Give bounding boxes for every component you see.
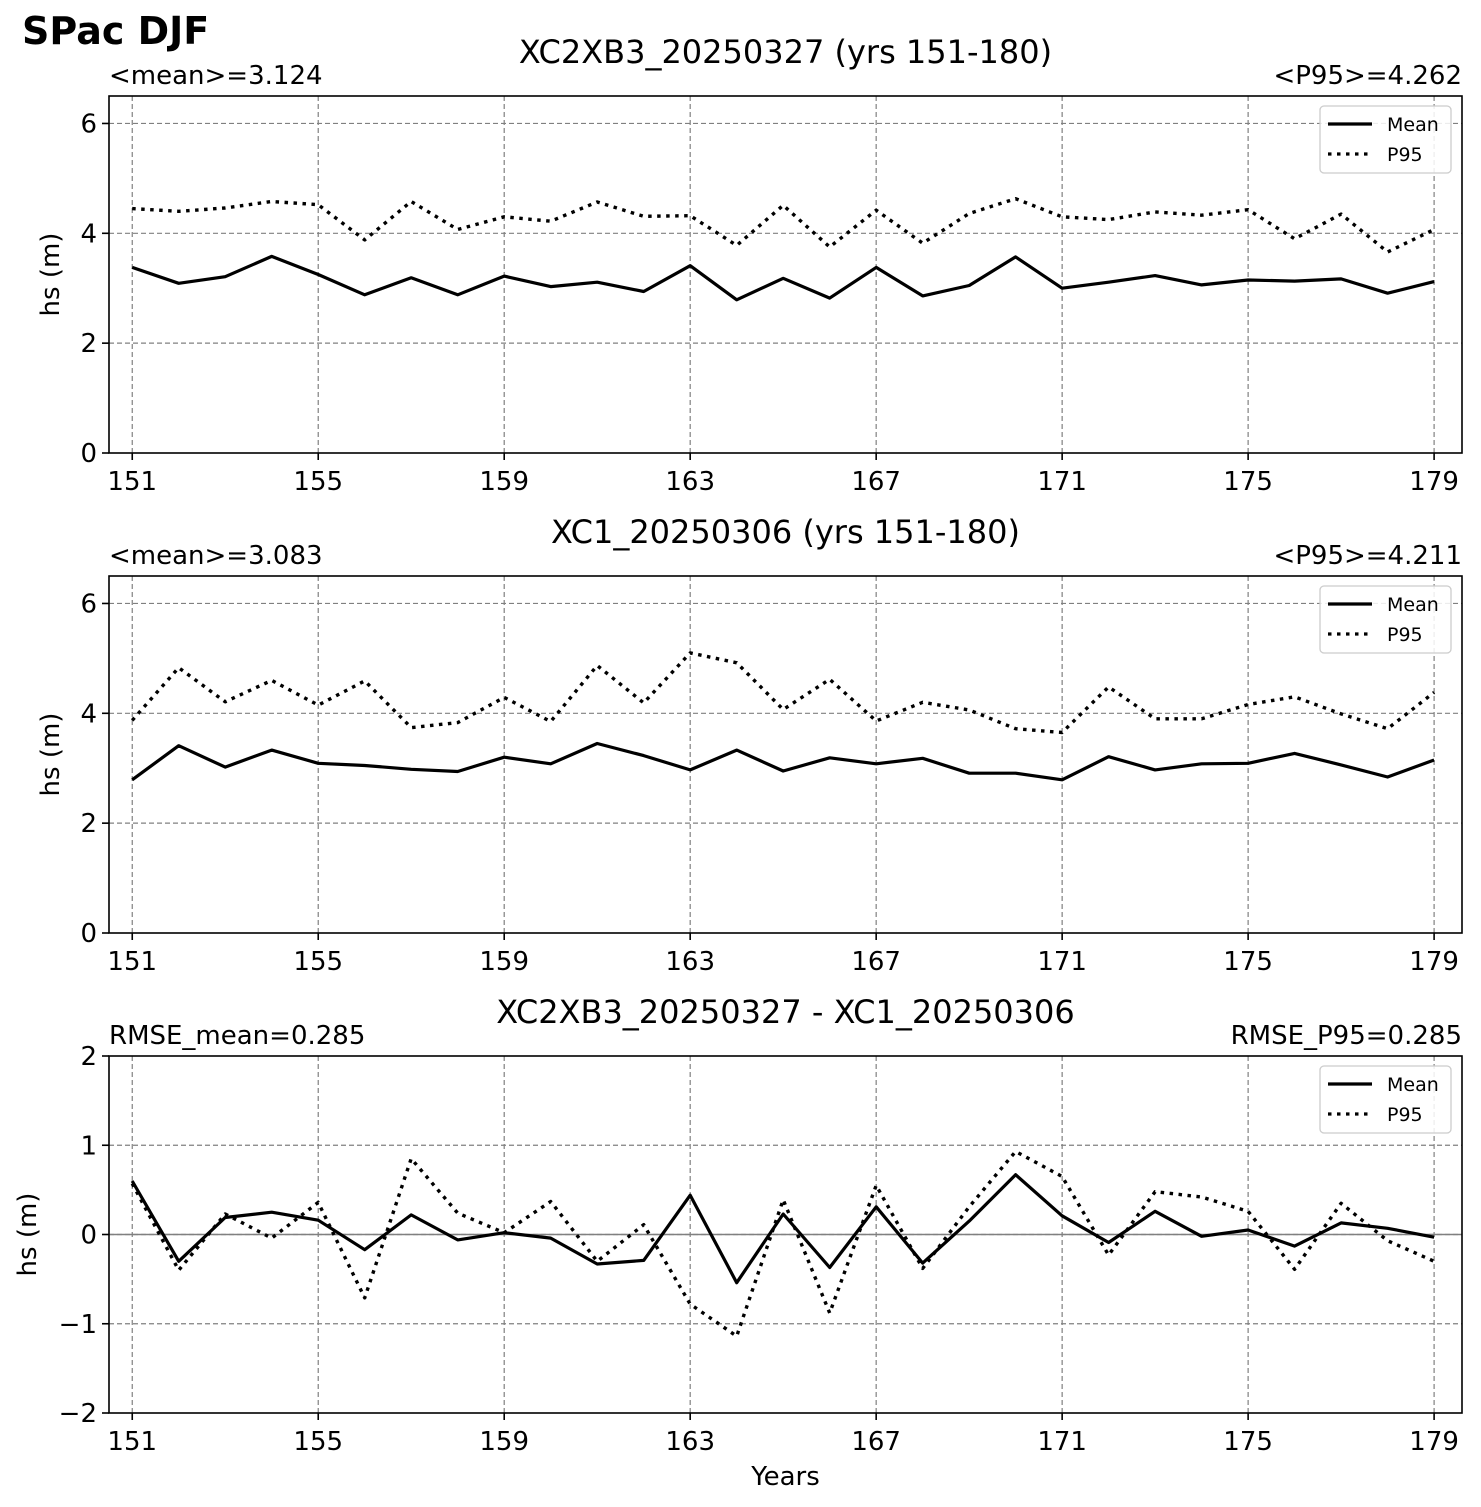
x-tick-label: 151 [107,1427,157,1457]
x-tick-label: 155 [293,1427,343,1457]
legend: Mean P95 [1319,585,1452,654]
stat-right: RMSE_P95=0.285 [1231,1021,1462,1051]
y-tick-label: 1 [80,1131,97,1161]
series-line-mean [131,741,1435,782]
chart-panel-2: 151 155 159 163 167 171 175 179 0 2 4 6 hs (m) XC1_20… [36,513,1463,977]
x-tick-label: 163 [665,467,715,497]
x-tick-label: 171 [1037,1427,1087,1457]
legend-label: Mean [1387,594,1439,616]
x-tick-label: 171 [1037,467,1087,497]
y-tick-label: 2 [80,329,97,359]
legend: Mean P95 [1319,105,1452,174]
stat-left: RMSE_mean=0.285 [109,1021,365,1051]
x-tick-label: 159 [479,947,529,977]
y-tick-label: −1 [59,1310,97,1340]
legend-label: P95 [1387,1104,1423,1126]
panel-title: XC2XB3_20250327 (yrs 151-180) [519,33,1052,71]
x-tick-label: 175 [1223,947,1273,977]
legend-label: Mean [1387,1074,1439,1096]
panel-title: XC2XB3_20250327 - XC1_20250306 [496,993,1074,1031]
series-line-p95 [130,1149,1435,1338]
x-tick-label: 167 [851,947,901,977]
x-tick-label: 167 [851,1427,901,1457]
y-tick-label: 2 [80,1042,97,1072]
stat-left: <mean>=3.124 [109,61,323,91]
y-tick-label: 6 [80,589,97,619]
x-tick-label: 175 [1223,467,1273,497]
x-tick-label: 179 [1409,1427,1459,1457]
legend: Mean P95 [1319,1065,1452,1134]
x-tick-label: 171 [1037,947,1087,977]
series-line-mean [131,254,1435,302]
y-tick-label: 6 [80,109,97,139]
legend-label: Mean [1387,114,1439,136]
figure-title: SPac DJF [22,9,210,53]
x-tick-label: 151 [107,467,157,497]
y-tick-label: 4 [80,219,97,249]
series-line-p95 [132,196,1435,254]
x-tick-label: 179 [1409,467,1459,497]
x-tick-label: 179 [1409,947,1459,977]
series-line-p95 [130,651,1436,735]
y-tick-label: 0 [80,439,97,469]
y-tick-label: 2 [80,809,97,839]
y-tick-label: 0 [80,919,97,949]
x-tick-label: 175 [1223,1427,1273,1457]
series-line-mean [130,1173,1435,1285]
panel-title: XC1_20250306 (yrs 151-180) [551,513,1020,551]
stat-right: <P95>=4.262 [1273,61,1462,91]
x-axis-label: Years [750,1462,820,1492]
x-tick-label: 159 [479,467,529,497]
x-tick-label: 155 [293,467,343,497]
plot-frame [108,95,1463,454]
x-tick-label: 167 [851,467,901,497]
y-axis-label: hs (m) [36,233,66,317]
stat-left: <mean>=3.083 [109,541,323,571]
x-tick-label: 163 [665,947,715,977]
chart-panel-1: 151 155 159 163 167 171 175 179 0 2 4 6 hs (m) XC2XB3… [36,33,1463,497]
x-tick-label: 151 [107,947,157,977]
x-tick-label: 163 [665,1427,715,1457]
y-axis-label: hs (m) [13,1193,43,1277]
plot-frame [108,575,1463,934]
legend-label: P95 [1387,624,1423,646]
x-tick-label: 155 [293,947,343,977]
y-axis-label: hs (m) [36,713,66,797]
y-tick-label: 0 [80,1221,97,1251]
chart-panel-3: 151 155 159 163 167 171 175 179 −2 −1 0 1 2 hs (m) Yea… [13,993,1463,1492]
y-tick-label: 4 [80,699,97,729]
stat-right: <P95>=4.211 [1273,541,1462,571]
legend-label: P95 [1387,144,1423,166]
y-tick-label: −2 [59,1399,97,1429]
x-tick-label: 159 [479,1427,529,1457]
